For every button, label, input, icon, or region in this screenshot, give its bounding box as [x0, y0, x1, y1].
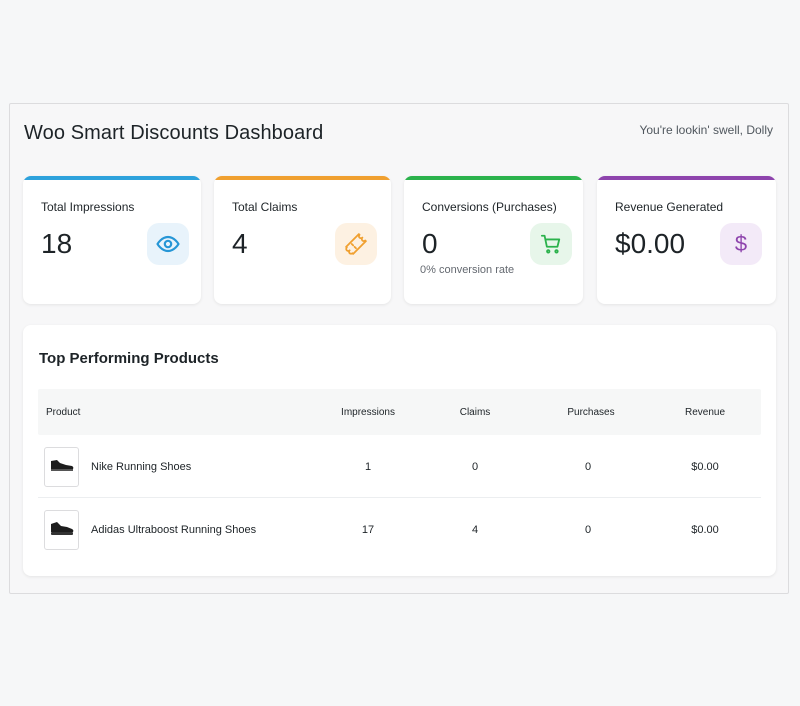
products-table: Product Impressions Claims Purchases Rev…: [38, 389, 761, 561]
product-name-link[interactable]: Nike Running Shoes: [91, 460, 192, 473]
conversion-rate-text: 0% conversion rate: [420, 264, 515, 276]
stat-accent-bar: [214, 176, 391, 180]
stat-value: $0.00: [615, 228, 686, 259]
top-products-panel: Top Performing Products Product Impressi…: [23, 325, 776, 576]
table-row: Nike Running Shoes 1 0 0 $0.00: [38, 435, 761, 498]
stat-label: Total Claims: [232, 200, 298, 214]
purchases-cell: 0: [584, 523, 592, 536]
purchases-cell: 0: [584, 460, 592, 473]
stats-row: Total Impressions 18 Total Claims 4: [23, 176, 776, 304]
section-title: Top Performing Products: [39, 350, 219, 367]
cart-icon: [530, 223, 572, 265]
stat-card-conversions: Conversions (Purchases) 0 0% conversion …: [404, 176, 583, 304]
page-title: Woo Smart Discounts Dashboard: [24, 122, 324, 144]
stat-card-impressions: Total Impressions 18: [23, 176, 201, 304]
impressions-cell: 17: [361, 523, 375, 536]
revenue-cell: $0.00: [691, 460, 719, 473]
column-header-impressions[interactable]: Impressions: [341, 406, 395, 418]
stat-label: Total Impressions: [41, 200, 135, 214]
shoe-icon: [49, 458, 75, 477]
stat-value: 0: [422, 228, 438, 259]
table-header: Product Impressions Claims Purchases Rev…: [38, 389, 761, 435]
stat-label: Conversions (Purchases): [422, 200, 557, 214]
shoe-icon: [49, 520, 75, 541]
ticket-icon: [335, 223, 377, 265]
table-row: Adidas Ultraboost Running Shoes 17 4 0 $…: [38, 498, 761, 561]
product-thumbnail[interactable]: [44, 510, 79, 550]
stat-accent-bar: [597, 176, 776, 180]
claims-cell: 4: [471, 523, 479, 536]
stat-value: 18: [41, 228, 73, 259]
column-header-revenue[interactable]: Revenue: [684, 406, 726, 418]
hello-dolly-greeting: You're lookin' swell, Dolly: [639, 123, 773, 137]
stat-accent-bar: [23, 176, 201, 180]
stat-accent-bar: [404, 176, 583, 180]
column-header-purchases[interactable]: Purchases: [567, 406, 615, 418]
column-header-claims[interactable]: Claims: [459, 406, 491, 418]
stat-card-claims: Total Claims 4: [214, 176, 391, 304]
claims-cell: 0: [471, 460, 479, 473]
product-thumbnail[interactable]: [44, 447, 79, 487]
product-name-link[interactable]: Adidas Ultraboost Running Shoes: [91, 523, 257, 536]
dollar-icon: $: [720, 223, 762, 265]
stat-label: Revenue Generated: [615, 200, 724, 214]
impressions-cell: 1: [364, 460, 372, 473]
eye-icon: [147, 223, 189, 265]
dashboard-panel: Woo Smart Discounts Dashboard You're loo…: [9, 103, 789, 594]
stat-value: 4: [232, 228, 248, 259]
stat-card-revenue: Revenue Generated $0.00 $: [597, 176, 776, 304]
column-header-product[interactable]: Product: [46, 406, 81, 418]
revenue-cell: $0.00: [691, 523, 719, 536]
